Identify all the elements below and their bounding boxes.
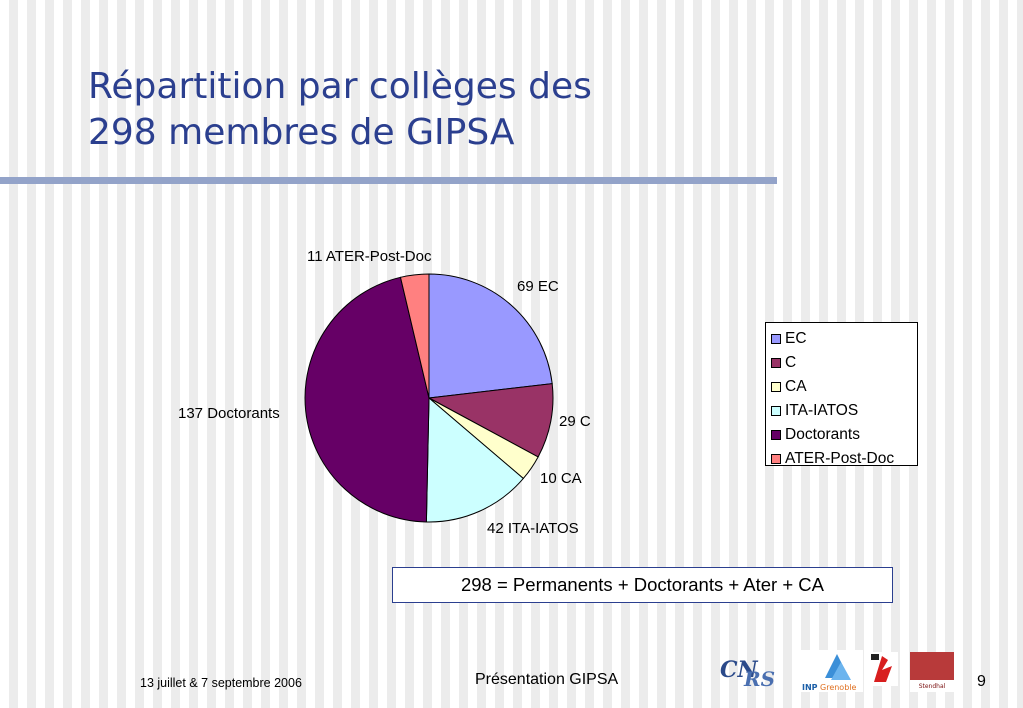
pie-data-labels: 69 EC 29 C 10 CA 42 ITA-IATOS 137 Doctorants… [178, 248, 591, 537]
legend-item-ater-post-doc: ATER-Post-Doc [771, 447, 917, 471]
legend-swatch [771, 454, 781, 464]
pie-slice-c [427, 383, 554, 458]
svg-text:RS: RS [743, 667, 775, 690]
svg-text:Stendhal: Stendhal [919, 683, 946, 690]
data-label-c: 29 C [559, 413, 591, 430]
pie-slice-ita-iatos [425, 396, 525, 523]
pie-slice-ec [428, 273, 553, 399]
svg-text:INP: INP [802, 683, 818, 692]
legend-label: ATER-Post-Doc [785, 450, 895, 467]
formula-box: 298 = Permanents + Doctorants + Ater + C… [392, 567, 893, 603]
cnrs-logo: CN RS [720, 657, 775, 690]
legend-label: C [785, 354, 797, 371]
title-line-2: 298 membres de GIPSA [88, 112, 515, 153]
svg-text:CN: CN [720, 657, 759, 683]
data-label-ater-post-doc: 11 ATER-Post-Doc [307, 248, 432, 265]
legend-item-doctorants: Doctorants [771, 423, 917, 447]
footer-date: 13 juillet & 7 septembre 2006 [140, 676, 302, 690]
legend-label: Doctorants [785, 426, 860, 443]
legend-swatch [771, 430, 781, 440]
legend-label: CA [785, 378, 807, 395]
chart-legend: EC C CA ITA-IATOS Doctorants ATER-Post-Doc [765, 322, 918, 467]
ujf-logo [868, 652, 898, 686]
inp-grenoble-logo: INP Grenoble [801, 650, 863, 692]
legend-label: EC [785, 330, 807, 347]
pie-slice-doctorants [304, 276, 430, 523]
title-underline [0, 177, 777, 184]
data-label-ca: 10 CA [540, 470, 582, 487]
legend-item-ita-iatos: ITA-IATOS [771, 399, 917, 423]
legend-item-ec: EC [771, 327, 917, 351]
legend-label: ITA-IATOS [785, 402, 859, 419]
data-label-ec: 69 EC [517, 278, 559, 295]
title-line-1: Répartition par collèges des [88, 66, 592, 107]
data-label-ita-iatos: 42 ITA-IATOS [487, 520, 579, 537]
legend-swatch [771, 334, 781, 344]
legend-swatch [771, 358, 781, 368]
svg-text:Grenoble: Grenoble [820, 683, 857, 692]
pie-slice-ater-post-doc [399, 273, 430, 399]
footer-title: Présentation GIPSA [475, 671, 619, 688]
legend-swatch [771, 406, 781, 416]
legend-item-c: C [771, 351, 917, 375]
page-number: 9 [977, 673, 986, 690]
legend-swatch [771, 382, 781, 392]
slide-title: Répartition par collèges des 298 membres… [88, 64, 788, 156]
pie-slices [304, 273, 554, 523]
stendhal-logo: Stendhal [910, 652, 954, 692]
legend-item-ca: CA [771, 375, 917, 399]
data-label-doctorants: 137 Doctorants [178, 405, 280, 422]
